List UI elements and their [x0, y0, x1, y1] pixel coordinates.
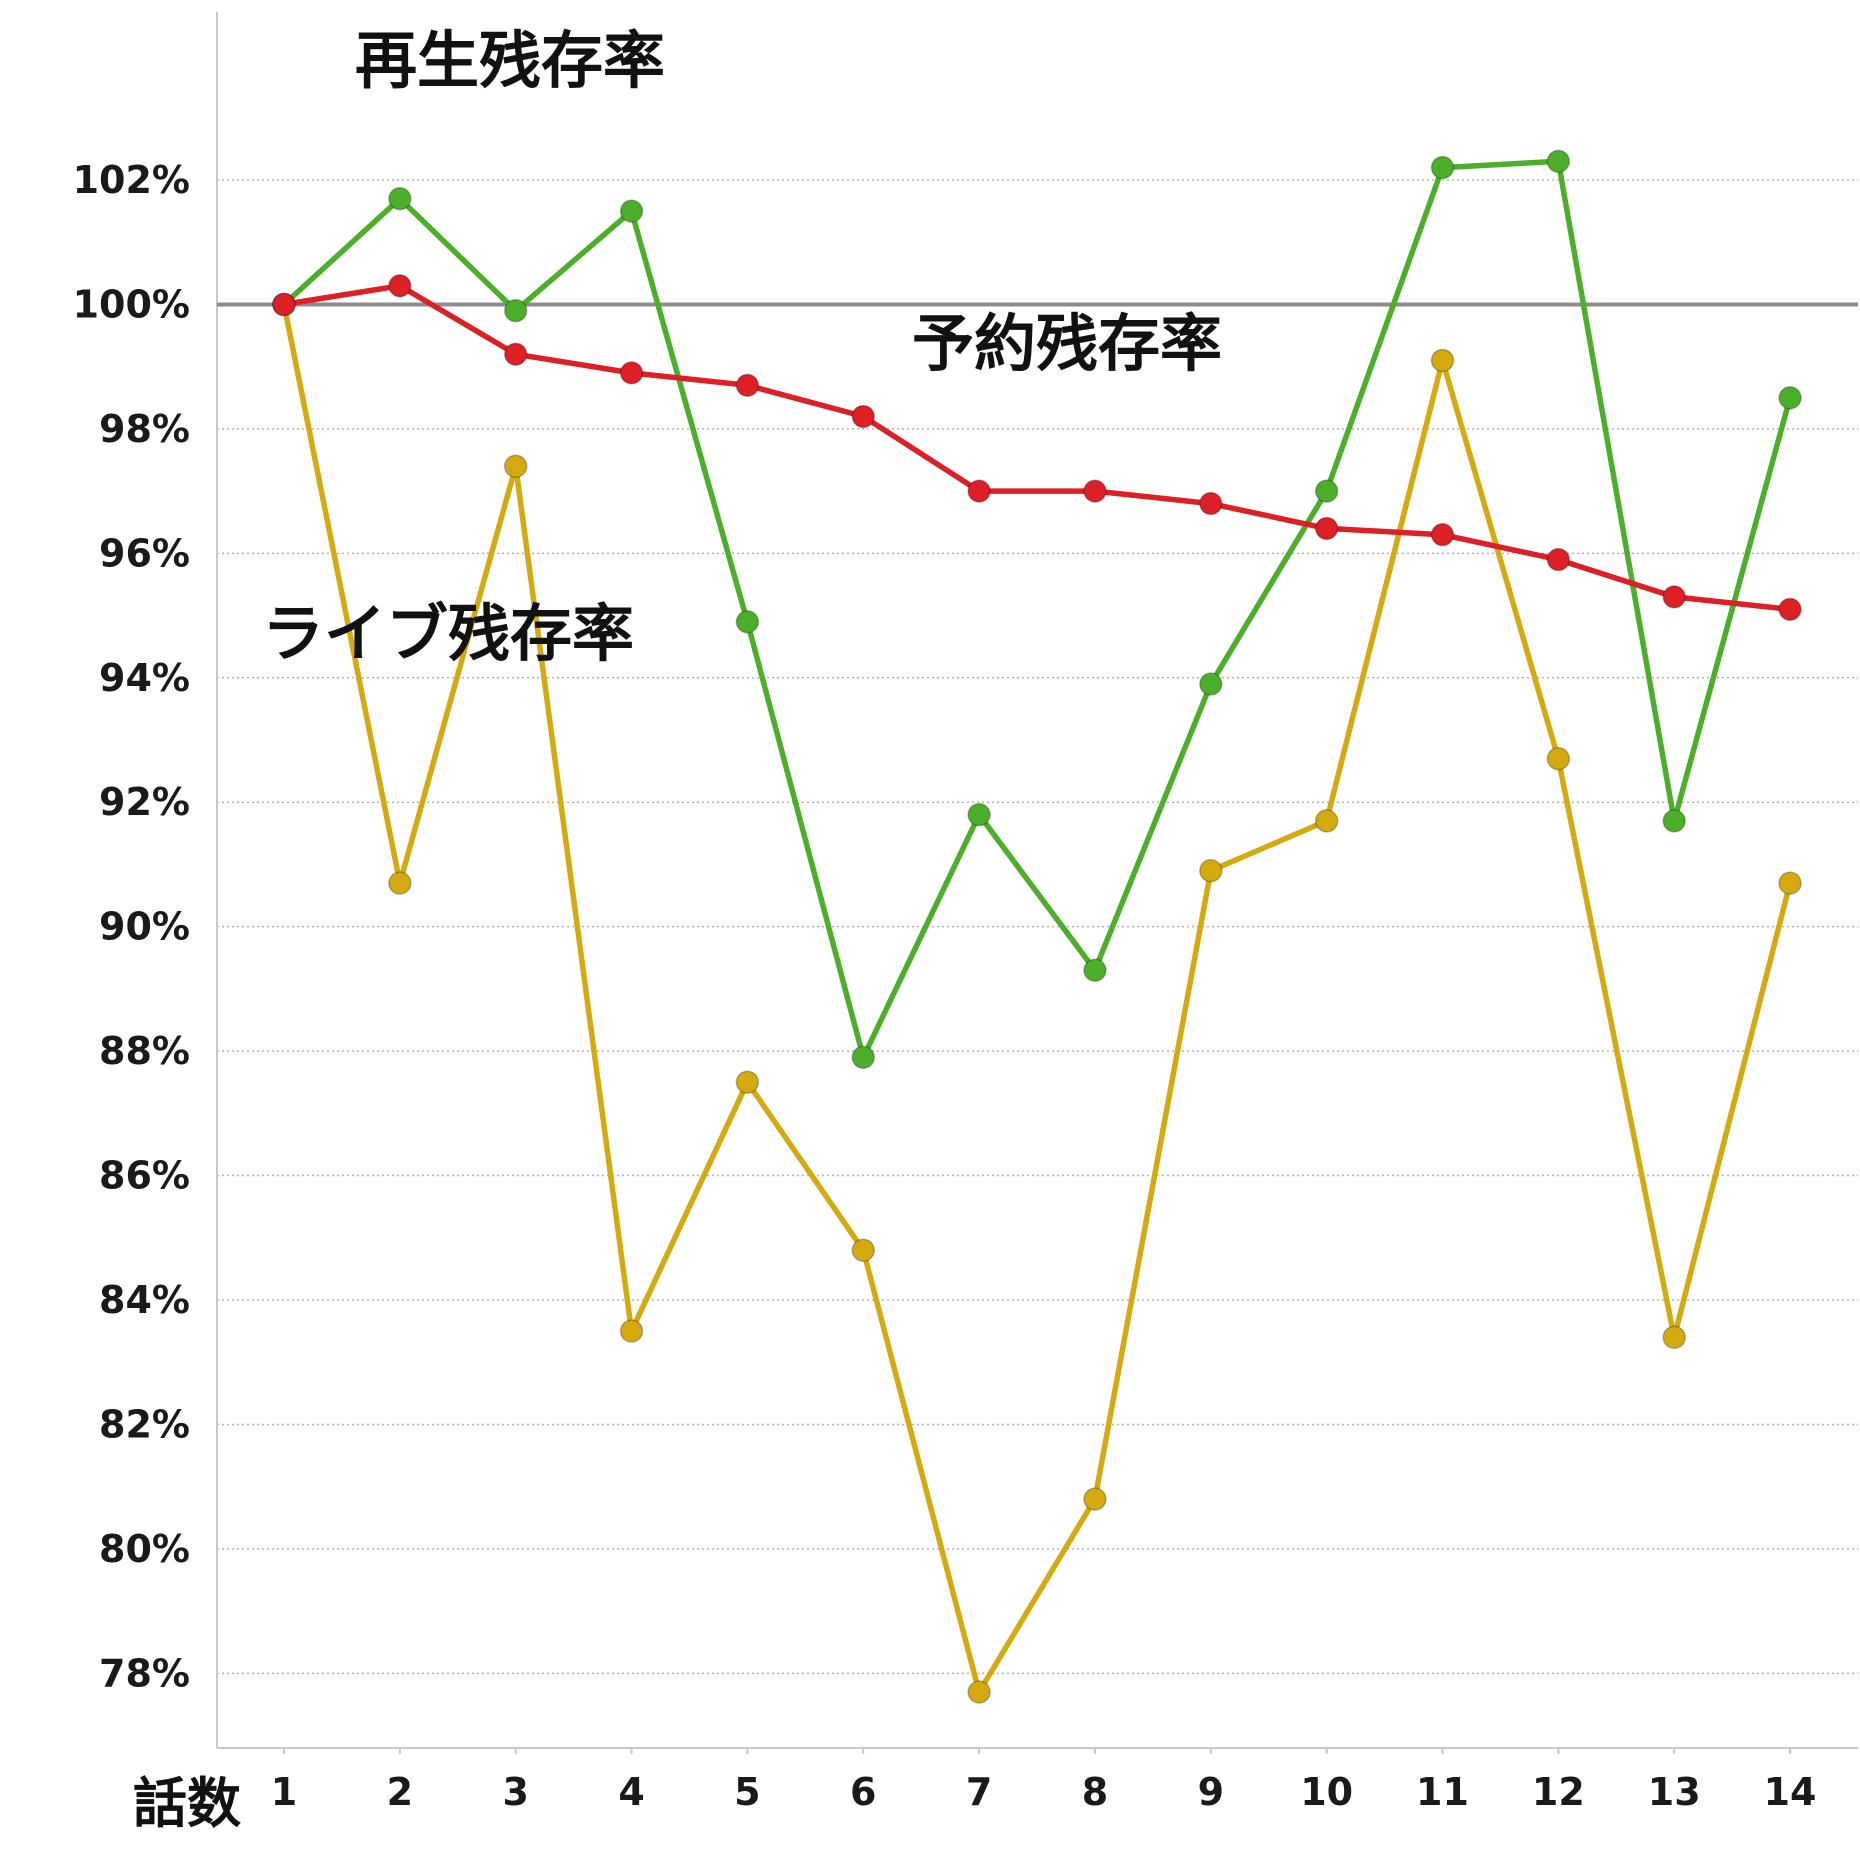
x-tick-label: 8 — [1082, 1770, 1108, 1814]
x-tick-label: 13 — [1648, 1770, 1701, 1814]
data-point — [619, 199, 644, 223]
data-point — [851, 404, 875, 429]
series-label-playback: 再生残存率 — [355, 24, 665, 97]
series-1 — [272, 274, 1802, 622]
data-point — [1083, 1487, 1107, 1511]
data-point — [1546, 746, 1571, 771]
x-tick-labels: 1 2 3 4 5 6 7 8 9 10 11 12 13 14 — [271, 1748, 1817, 1814]
series-line — [282, 158, 1793, 1061]
y-tick-label: 86% — [99, 1154, 190, 1198]
data-point — [1430, 155, 1455, 180]
y-tick-label: 88% — [99, 1029, 190, 1073]
y-tick-label: 78% — [99, 1651, 190, 1695]
data-point — [1083, 479, 1107, 503]
data-point — [388, 274, 412, 298]
data-point — [735, 1070, 760, 1094]
data-point — [1199, 491, 1223, 516]
series-2 — [272, 292, 1802, 1704]
x-tick-label: 7 — [966, 1770, 992, 1814]
series-label-live: ライブ残存率 — [262, 597, 634, 670]
data-point — [967, 479, 991, 503]
data-point — [1430, 348, 1455, 373]
data-point — [851, 1238, 875, 1262]
series-label-reservation: 予約残存率 — [912, 307, 1222, 380]
y-tick-label: 100% — [73, 282, 190, 326]
x-tick-label: 3 — [502, 1770, 528, 1814]
data-point — [735, 610, 760, 634]
data-point — [1430, 522, 1455, 547]
data-point — [1314, 809, 1339, 833]
data-point — [1662, 585, 1686, 609]
x-tick-label: 5 — [734, 1770, 760, 1814]
data-point — [1778, 871, 1802, 895]
data-point — [388, 871, 412, 895]
data-point — [503, 342, 528, 366]
x-tick-label: 6 — [850, 1770, 876, 1814]
x-tick-label: 4 — [618, 1770, 644, 1814]
y-tick-label: 80% — [99, 1527, 190, 1571]
x-tick-label: 2 — [387, 1770, 413, 1814]
data-point — [1199, 672, 1223, 696]
x-tick-label: 9 — [1198, 1770, 1224, 1814]
data-point — [1083, 958, 1107, 982]
y-tick-label: 90% — [99, 905, 190, 949]
data-point — [967, 802, 991, 827]
data-point — [1199, 858, 1223, 883]
x-tick-label: 10 — [1300, 1770, 1353, 1814]
y-tick-label: 94% — [99, 656, 190, 700]
x-axis-title: 話数 — [133, 1772, 241, 1835]
y-tick-label: 82% — [99, 1402, 190, 1446]
y-tick-label: 84% — [99, 1278, 190, 1322]
data-point — [1662, 1325, 1686, 1350]
series-line — [283, 283, 1791, 613]
data-point — [1314, 516, 1339, 541]
data-point — [967, 1680, 991, 1704]
data-point — [735, 373, 760, 398]
data-point — [503, 454, 528, 478]
data-point — [619, 361, 644, 385]
data-point — [619, 1319, 644, 1343]
data-point — [1546, 547, 1571, 572]
series-group — [272, 149, 1802, 1704]
data-point — [1546, 149, 1571, 174]
data-point — [1778, 597, 1802, 622]
x-tick-label: 11 — [1416, 1770, 1469, 1814]
y-tick-label: 96% — [99, 531, 190, 575]
y-tick-label: 92% — [99, 780, 190, 824]
series-line — [281, 303, 1793, 1695]
y-tick-label: 98% — [99, 407, 190, 451]
data-point — [1662, 809, 1686, 833]
x-tick-label: 12 — [1532, 1770, 1585, 1814]
data-point — [851, 1045, 875, 1070]
data-point — [503, 298, 528, 323]
gridlines — [217, 179, 1858, 1675]
data-point — [1314, 479, 1339, 503]
data-point — [272, 292, 296, 317]
y-tick-label: 102% — [73, 158, 190, 202]
data-point — [1778, 386, 1802, 410]
y-tick-labels: 78% 80% 82% 84% 86% 88% 90% 92% 94% 96% 98% 100% 102… — [73, 158, 190, 1695]
x-tick-label: 1 — [271, 1770, 297, 1814]
x-tick-label: 14 — [1764, 1770, 1817, 1814]
data-point — [388, 186, 412, 211]
